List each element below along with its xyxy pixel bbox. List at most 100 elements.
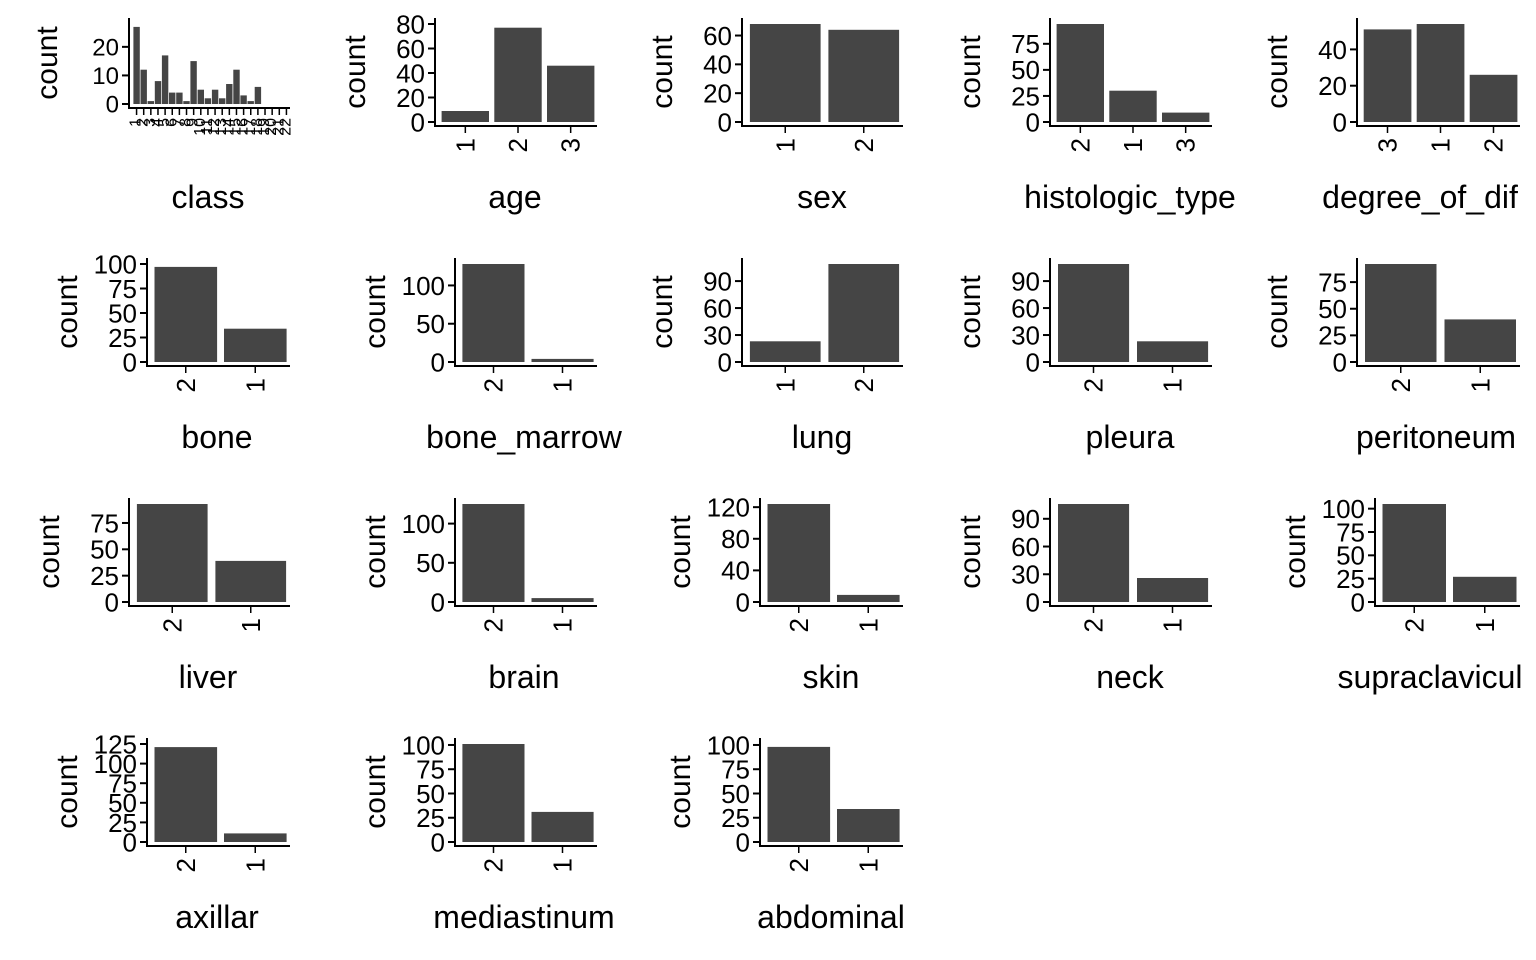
y-axis-title: count xyxy=(359,515,392,589)
x-tick-label: 1 xyxy=(853,858,883,872)
x-tick-label: 15 xyxy=(227,118,244,136)
x-axis-title: abdominal xyxy=(757,899,905,935)
bar-sex-2 xyxy=(828,29,900,122)
y-tick-label: 0 xyxy=(736,587,750,617)
bar-pleura-2 xyxy=(1058,264,1130,362)
x-tick-label: 2 xyxy=(784,618,814,632)
y-axis-title: count xyxy=(1261,275,1294,349)
bar-class-4 xyxy=(154,81,162,104)
y-tick-label: 0 xyxy=(123,827,137,857)
y-tick-label: 25 xyxy=(1336,564,1365,594)
x-tick-label: 18 xyxy=(249,118,266,136)
bar-class-1 xyxy=(133,26,140,104)
x-tick-label: 1 xyxy=(236,618,266,632)
bar-degree_of_dif-2 xyxy=(1469,74,1518,122)
x-tick-label: 1 xyxy=(1158,618,1188,632)
y-tick-label: 80 xyxy=(396,9,425,39)
bar-skin-1 xyxy=(837,594,900,602)
y-tick-label: 0 xyxy=(718,107,732,137)
x-axis-title: supraclavicul xyxy=(1338,659,1523,695)
x-axis-title: histologic_type xyxy=(1024,179,1236,215)
x-tick-label: 21 xyxy=(270,118,287,136)
y-tick-label: 25 xyxy=(721,803,750,833)
x-axis-title: brain xyxy=(488,659,559,695)
bar-histologic_type-2 xyxy=(1056,24,1104,122)
y-tick-label: 0 xyxy=(411,107,425,137)
y-tick-label: 50 xyxy=(108,298,137,328)
y-tick-label: 40 xyxy=(703,50,732,80)
x-tick-label: 9 xyxy=(185,118,202,127)
y-tick-label: 100 xyxy=(94,749,137,779)
y-axis-title: count xyxy=(359,755,392,829)
bar-age-1 xyxy=(441,111,489,122)
bar-mediastinum-2 xyxy=(462,744,525,842)
x-axis-title: degree_of_dif xyxy=(1322,179,1518,215)
y-axis-title: count xyxy=(359,275,392,349)
bar-abdominal-1 xyxy=(837,809,900,842)
bar-class-2 xyxy=(140,69,147,104)
x-tick-label: 1 xyxy=(1426,138,1456,152)
y-tick-label: 50 xyxy=(416,309,445,339)
bar-mediastinum-1 xyxy=(531,811,594,842)
y-tick-label: 90 xyxy=(1011,504,1040,534)
y-axis-title: count xyxy=(51,755,84,829)
x-tick-label: 2 xyxy=(171,378,201,392)
bar-class-16 xyxy=(240,95,247,104)
x-tick-label: 6 xyxy=(163,118,180,127)
bar-class-10 xyxy=(197,89,204,104)
bar-bone-2 xyxy=(154,266,218,362)
x-tick-label: 2 xyxy=(135,118,152,127)
bar-histologic_type-3 xyxy=(1162,112,1210,122)
x-tick-label: 2 xyxy=(479,618,509,632)
y-tick-label: 80 xyxy=(721,524,750,554)
bar-degree_of_dif-1 xyxy=(1416,24,1465,122)
y-tick-label: 75 xyxy=(108,769,137,799)
bar-class-9 xyxy=(190,61,197,104)
x-tick-label: 2 xyxy=(479,858,509,872)
x-tick-label: 17 xyxy=(242,118,259,136)
x-tick-label: 16 xyxy=(235,118,252,136)
bar-axillar-1 xyxy=(224,833,287,842)
x-tick-label: 1 xyxy=(548,858,578,872)
y-tick-label: 60 xyxy=(703,293,732,323)
x-tick-label: 3 xyxy=(1171,138,1201,152)
y-tick-label: 50 xyxy=(1011,55,1040,85)
x-tick-label: 13 xyxy=(213,118,230,136)
x-axis-title: neck xyxy=(1096,659,1165,695)
x-tick-label: 1 xyxy=(770,378,800,392)
bar-axillar-2 xyxy=(154,747,218,842)
bar-brain-1 xyxy=(531,598,594,602)
bar-peritoneum-1 xyxy=(1444,319,1516,362)
bar-age-3 xyxy=(547,65,595,122)
y-tick-label: 40 xyxy=(721,556,750,586)
bar-peritoneum-2 xyxy=(1365,264,1437,362)
bar-chart-bone_marrow: 0 50 100 2 1 count bone_marrow xyxy=(359,258,623,455)
x-axis-title: liver xyxy=(179,659,238,695)
y-tick-label: 50 xyxy=(416,548,445,578)
bar-class-17 xyxy=(247,101,254,104)
x-tick-label: 11 xyxy=(199,118,216,135)
x-axis-title: bone_marrow xyxy=(426,419,623,455)
y-tick-label: 0 xyxy=(736,827,750,857)
y-tick-label: 90 xyxy=(1011,266,1040,296)
y-tick-label: 25 xyxy=(416,803,445,833)
y-tick-label: 90 xyxy=(703,266,732,296)
y-tick-label: 50 xyxy=(416,779,445,809)
y-tick-label: 0 xyxy=(1333,347,1347,377)
y-tick-label: 60 xyxy=(396,34,425,64)
bar-degree_of_dif-3 xyxy=(1363,29,1412,122)
y-axis-title: count xyxy=(51,275,84,349)
x-axis-title: sex xyxy=(797,179,847,215)
x-tick-label: 19 xyxy=(256,118,273,136)
y-tick-label: 100 xyxy=(402,271,445,301)
y-tick-label: 25 xyxy=(108,323,137,353)
bar-lung-1 xyxy=(749,341,821,362)
x-tick-label: 2 xyxy=(1079,378,1109,392)
x-tick-label: 20 xyxy=(263,118,280,136)
x-tick-label: 2 xyxy=(1479,138,1509,152)
x-tick-label: 12 xyxy=(206,118,223,136)
